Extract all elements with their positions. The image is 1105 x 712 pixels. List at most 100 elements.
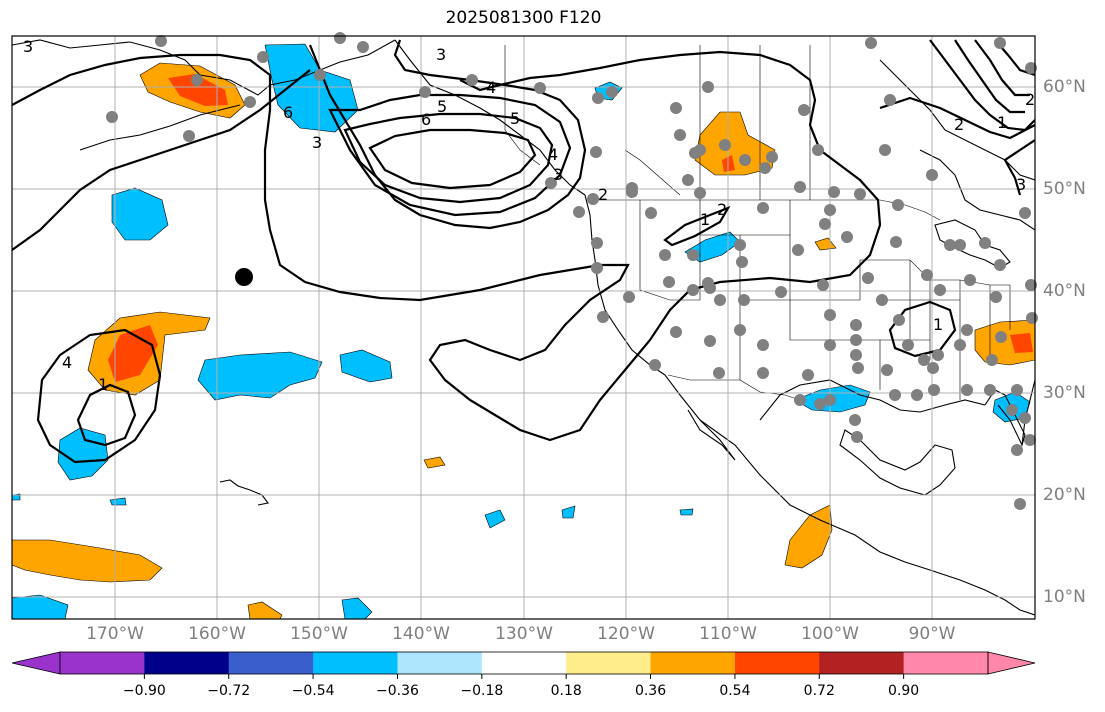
station-dot <box>587 193 599 205</box>
station-dot <box>419 86 431 98</box>
anomaly-positive-s-bottom <box>247 601 283 619</box>
station-dot <box>961 384 973 396</box>
anomaly-negative-sw-corner <box>12 594 69 619</box>
station-dot <box>719 139 731 151</box>
anomaly-negative-s4 <box>109 497 127 506</box>
station-dot <box>814 398 826 410</box>
station-dot <box>545 177 557 189</box>
colorbar-segment <box>144 652 230 674</box>
contour-label: 2 <box>598 185 608 204</box>
contour-label: 3 <box>553 165 563 184</box>
station-dot <box>932 349 944 361</box>
coast-hudson <box>919 149 1035 231</box>
station-dot <box>995 331 1007 343</box>
contour-2-sw-pacific <box>76 383 137 447</box>
station-dot <box>714 294 726 306</box>
station-dot <box>757 339 769 351</box>
station-dot <box>674 129 686 141</box>
station-dot <box>824 394 836 406</box>
station-dot <box>817 279 829 291</box>
anomaly-positive-southwest <box>12 539 163 583</box>
contour-1-southeast <box>888 300 957 358</box>
coastlines <box>12 39 1035 616</box>
station-dot <box>257 51 269 63</box>
colorbar-segment <box>566 652 652 674</box>
station-dot <box>738 294 750 306</box>
station-dot <box>961 324 973 336</box>
coast-yucatan <box>839 429 956 496</box>
coast-florida <box>984 389 1026 447</box>
station-dot <box>682 174 694 186</box>
colorbar-segment <box>481 652 567 674</box>
station-dot <box>183 130 195 142</box>
station-dot <box>357 41 369 53</box>
station-dot <box>802 369 814 381</box>
station-dot <box>534 82 546 94</box>
station-dot <box>889 389 901 401</box>
station-dot <box>879 144 891 156</box>
station-dot <box>1011 384 1023 396</box>
anomaly-negative-s3 <box>679 508 694 516</box>
station-dot <box>812 144 824 156</box>
station-dot <box>1014 498 1026 510</box>
anomaly-positive-mexico <box>784 504 833 569</box>
contour-label: 6 <box>421 110 431 129</box>
colorbar-segment <box>228 652 314 674</box>
station-dot <box>824 309 836 321</box>
station-dot <box>927 362 939 374</box>
colorbar-segment <box>734 652 820 674</box>
station-dot <box>911 389 923 401</box>
station-dot <box>687 284 699 296</box>
colorbar-tick-label: 0.90 <box>888 683 920 699</box>
station-dot <box>670 326 682 338</box>
contour-label: 4 <box>548 145 558 164</box>
colorbar <box>11 651 1036 679</box>
colorbar-tick-label: −0.72 <box>207 683 251 699</box>
contour-label: 4 <box>62 353 72 372</box>
colorbar-tick-label: −0.54 <box>291 683 335 699</box>
contour-ne-2 <box>879 96 1035 140</box>
longitude-label: 110°W <box>699 624 757 644</box>
contour-label: 1 <box>933 315 943 334</box>
station-dot <box>798 104 810 116</box>
station-dot <box>944 239 956 251</box>
station-dot <box>851 431 863 443</box>
contour-label: 5 <box>437 97 447 116</box>
anomaly-negative-central-2 <box>339 349 393 383</box>
contour-label: 1 <box>997 113 1007 132</box>
longitude-label: 100°W <box>801 624 859 644</box>
colorbar-tick-label: 0.54 <box>719 683 751 699</box>
contour-ne-4 <box>954 39 1025 114</box>
station-dot <box>849 414 861 426</box>
station-dot <box>663 276 675 288</box>
colorbar-tick-label: −0.18 <box>460 683 504 699</box>
station-dot <box>865 37 877 49</box>
station-dot <box>828 186 840 198</box>
station-dot <box>893 314 905 326</box>
anomaly-positive-hawaii <box>423 456 446 469</box>
station-dot <box>1026 312 1038 324</box>
longitude-label: 150°W <box>290 624 348 644</box>
station-dot <box>876 294 888 306</box>
station-dot <box>994 37 1006 49</box>
colorbar-tick-label: −0.90 <box>122 683 166 699</box>
contour-label: 6 <box>283 103 293 122</box>
station-dot <box>841 231 853 243</box>
station-dot <box>766 151 778 163</box>
station-dot <box>979 237 991 249</box>
station-dot <box>884 94 896 106</box>
station-dot <box>1024 434 1036 446</box>
contour-label: 2 <box>717 200 727 219</box>
latitude-label: 60°N <box>1043 77 1086 97</box>
contour-1-sw-pacific <box>36 328 162 464</box>
station-dot <box>623 291 635 303</box>
coast-east <box>1021 379 1035 446</box>
contour-label: 2 <box>954 115 964 134</box>
station-dot <box>954 239 966 251</box>
contour-ne-1 <box>1003 139 1035 196</box>
station-dot <box>881 364 893 376</box>
station-dot <box>1006 404 1018 416</box>
station-dot <box>1019 207 1031 219</box>
contour-label: 1 <box>700 210 710 229</box>
station-dot <box>689 147 701 159</box>
